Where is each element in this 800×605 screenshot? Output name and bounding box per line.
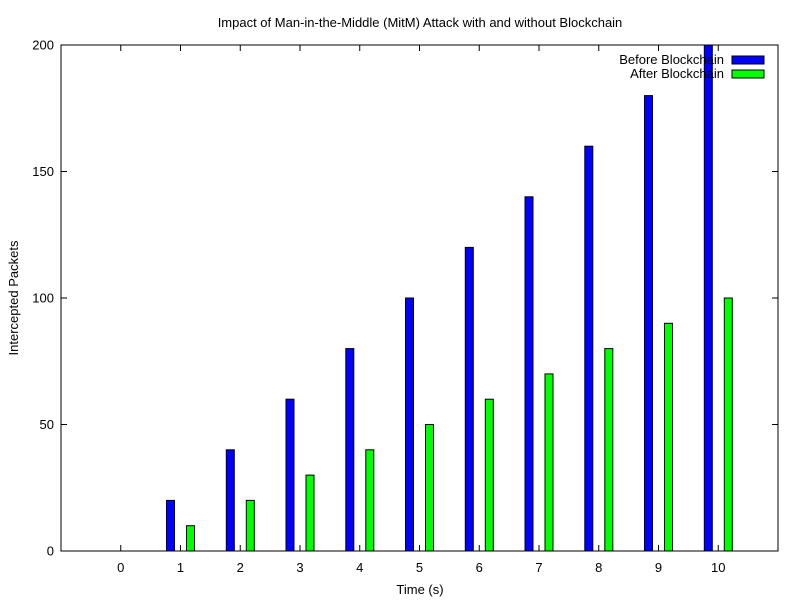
bar-series0-x7 — [524, 196, 534, 552]
chart-title: Impact of Man-in-the-Middle (MitM) Attac… — [218, 15, 623, 30]
bar-series0-x5 — [405, 297, 414, 552]
x-tick-label-8: 8 — [595, 560, 602, 575]
bar-series1-x4 — [365, 449, 375, 552]
x-tick-label-1: 1 — [177, 560, 184, 575]
bar-series1-x5 — [425, 424, 434, 552]
y-tick-label-150: 150 — [32, 164, 54, 179]
x-tick-label-9: 9 — [655, 560, 662, 575]
bar-series1-x1 — [186, 525, 195, 552]
bar-series1-x9 — [664, 322, 673, 552]
legend-swatch-0 — [731, 55, 765, 65]
plot-frame — [60, 44, 779, 552]
x-tick-label-5: 5 — [416, 560, 423, 575]
bar-series1-x7 — [544, 373, 554, 552]
x-tick-label-0: 0 — [117, 560, 124, 575]
x-tick-label-6: 6 — [476, 560, 483, 575]
legend-label-0: Before Blockchain — [619, 52, 724, 67]
bar-series0-x8 — [584, 145, 594, 552]
x-tick-label-10: 10 — [711, 560, 725, 575]
legend-swatch-1 — [731, 69, 765, 79]
legend-label-1: After Blockchain — [630, 66, 724, 81]
bars-layer — [166, 44, 733, 552]
bar-series0-x9 — [644, 95, 653, 552]
bar-series1-x10 — [723, 297, 733, 552]
y-tick-label-0: 0 — [47, 544, 54, 559]
x-tick-label-7: 7 — [535, 560, 542, 575]
y-tick-label-50: 50 — [40, 417, 54, 432]
bar-series0-x1 — [166, 499, 175, 552]
bar-series0-x6 — [464, 246, 474, 552]
bar-series0-x2 — [225, 449, 235, 552]
x-axis-label: Time (s) — [396, 582, 443, 597]
bar-series1-x3 — [305, 474, 315, 552]
x-tick-label-3: 3 — [296, 560, 303, 575]
y-tick-label-100: 100 — [32, 291, 54, 306]
bar-series0-x3 — [285, 398, 295, 552]
bar-series0-x4 — [345, 348, 355, 552]
y-tick-label-200: 200 — [32, 38, 54, 53]
bar-series1-x8 — [604, 348, 614, 552]
bar-series1-x2 — [245, 499, 255, 552]
bar-series0-x10 — [703, 44, 713, 552]
x-tick-label-4: 4 — [356, 560, 363, 575]
x-tick-label-2: 2 — [237, 560, 244, 575]
y-axis-label: Intercepted Packets — [6, 240, 21, 355]
bar-series1-x6 — [484, 398, 494, 552]
